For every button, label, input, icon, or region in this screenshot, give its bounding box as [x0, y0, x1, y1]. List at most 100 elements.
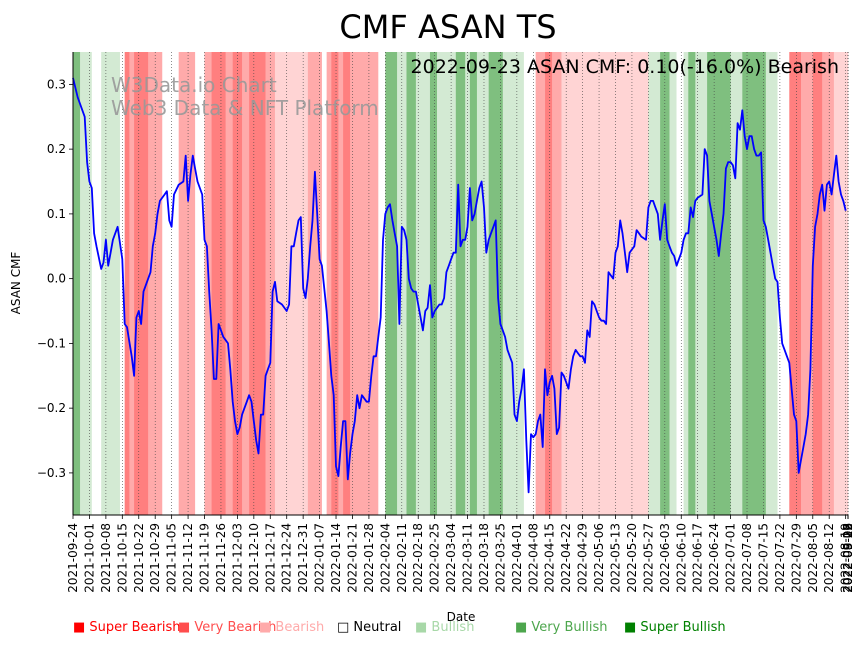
legend-item: ■ Bearish: [259, 620, 324, 635]
x-tick-label: 2021-10-29: [148, 523, 162, 593]
legend-label: Bullish: [431, 620, 475, 635]
sentiment-band-bearish: [242, 52, 250, 515]
x-tick-label: 2021-12-31: [296, 523, 310, 593]
y-tick-label: 0.0: [47, 272, 66, 286]
x-tick-label: 2021-09-24: [66, 523, 80, 593]
legend-label: Bearish: [275, 620, 325, 635]
sentiment-band-bearish: [338, 52, 344, 515]
sentiment-band-bullish: [502, 52, 525, 515]
y-tick-label: −0.1: [37, 336, 66, 350]
x-tick-label: 2022-03-18: [477, 523, 491, 593]
legend-marker: ■: [73, 620, 90, 635]
x-tick-label: 2022-04-29: [576, 523, 590, 593]
x-tick-label: 2021-11-26: [214, 523, 228, 593]
x-tick-label: 2022-08-19: [839, 523, 853, 593]
x-tick-label: 2022-03-04: [444, 523, 458, 593]
sentiment-band-very_bearish: [134, 52, 149, 515]
x-tick-label: 2022-05-20: [625, 523, 639, 593]
x-tick-label: 2022-02-25: [428, 523, 442, 593]
x-tick-label: 2022-06-10: [674, 523, 688, 593]
sentiment-band-bullish: [437, 52, 457, 515]
y-tick-label: 0.3: [47, 77, 66, 91]
x-tick-label: 2022-06-24: [707, 523, 721, 593]
sentiment-band-very_bearish: [211, 52, 226, 515]
y-tick-label: −0.3: [37, 466, 66, 480]
sentiment-band-bullish: [648, 52, 661, 515]
legend-item: □ Neutral: [337, 620, 401, 635]
x-tick-label: 2021-12-24: [280, 523, 294, 593]
sentiment-band-bearish: [225, 52, 233, 515]
legend-item: ■ Very Bearish: [178, 620, 276, 635]
x-tick-label: 2021-12-10: [247, 523, 261, 593]
sentiment-band-bearish_light: [833, 52, 849, 515]
sentiment-band-very_bearish: [343, 52, 351, 515]
x-tick-label: 2021-12-03: [230, 523, 244, 593]
sentiment-band-bullish: [476, 52, 489, 515]
sentiment-band-very_bullish: [73, 52, 81, 515]
legend-label: Super Bearish: [89, 620, 181, 635]
x-tick-label: 2022-03-11: [461, 523, 475, 593]
x-tick-label: 2022-07-08: [740, 523, 754, 593]
sentiment-band-bullish: [101, 52, 121, 515]
sentiment-band-bearish: [535, 52, 546, 515]
legend-marker: ■: [624, 620, 641, 635]
axes: [72, 52, 848, 516]
legend-item: ■ Bullish: [415, 620, 474, 635]
sentiment-band-bullish: [695, 52, 708, 515]
sentiment-band-bearish: [350, 52, 379, 515]
series-line: [72, 77, 847, 494]
sentiment-band-neutral: [195, 52, 205, 515]
legend-marker: □: [337, 620, 354, 635]
legend-marker: ■: [259, 620, 276, 635]
sentiment-band-very_bullish: [406, 52, 417, 515]
x-tick-label: 2021-12-17: [263, 523, 277, 593]
legend-marker: ■: [178, 620, 195, 635]
x-tick-label: 2022-05-13: [609, 523, 623, 593]
legend-marker: ■: [515, 620, 532, 635]
x-tick-label: 2022-07-01: [724, 523, 738, 593]
sentiment-band-very_bearish: [249, 52, 266, 515]
sentiment-band-bearish: [801, 52, 814, 515]
sentiment-band-bearish: [129, 52, 135, 515]
sentiment-band-bearish_light: [561, 52, 649, 515]
x-tick-label: 2021-10-22: [132, 523, 146, 593]
sentiment-band-very_bullish: [707, 52, 731, 515]
x-tick-label: 2022-08-12: [822, 523, 836, 593]
watermark-line-2: Web3 Data & NFT Platform: [111, 96, 379, 120]
sentiment-band-neutral: [162, 52, 179, 515]
sentiment-band-neutral: [91, 52, 102, 515]
sentiment-band-very_bearish: [545, 52, 553, 515]
sentiment-band-bullish: [669, 52, 677, 515]
x-tick-label: 2022-04-08: [526, 523, 540, 593]
x-tick-label: 2022-01-21: [345, 523, 359, 593]
sentiment-band-bearish: [178, 52, 196, 515]
sentiment-band-bullish: [683, 52, 689, 515]
sentiment-band-very_bullish: [455, 52, 466, 515]
y-axis-ticks: −0.3 −0.2 −0.1 0.0 0.1 0.2 0.3: [37, 77, 73, 480]
sentiment-band-very_bearish: [331, 52, 339, 515]
sentiment-band-neutral: [676, 52, 684, 515]
x-tick-label: 2022-08-26: [841, 523, 855, 593]
x-tick-label: 2022-01-28: [362, 523, 376, 593]
legend-item: ■ Super Bearish: [73, 620, 181, 635]
x-tick-label: 2021-11-19: [198, 523, 212, 593]
x-tick-label: 2022-09-09: [841, 523, 855, 593]
sentiment-bands: [73, 52, 849, 515]
x-tick-label: 2022-09-23: [841, 523, 855, 593]
legend-label: Very Bullish: [531, 620, 608, 635]
sentiment-band-bearish: [552, 52, 562, 515]
y-tick-label: 0.2: [47, 142, 66, 156]
sentiment-band-very_bullish: [742, 52, 767, 515]
x-tick-label: 2022-05-06: [592, 523, 606, 593]
legend-label: Very Bearish: [194, 620, 277, 635]
series-line-group: [72, 77, 847, 494]
x-tick-label: 2022-06-17: [691, 523, 705, 593]
sentiment-band-very_bullish: [488, 52, 504, 515]
x-tick-label: 2022-07-29: [789, 523, 803, 593]
chart-subtitle: 2022-09-23 ASAN CMF: 0.10(-16.0%) Bearis…: [411, 56, 839, 78]
x-tick-label: 2021-11-05: [165, 523, 179, 593]
sentiment-band-neutral: [777, 52, 790, 515]
sentiment-band-bullish: [765, 52, 778, 515]
x-tick-label: 2022-02-11: [395, 523, 409, 593]
